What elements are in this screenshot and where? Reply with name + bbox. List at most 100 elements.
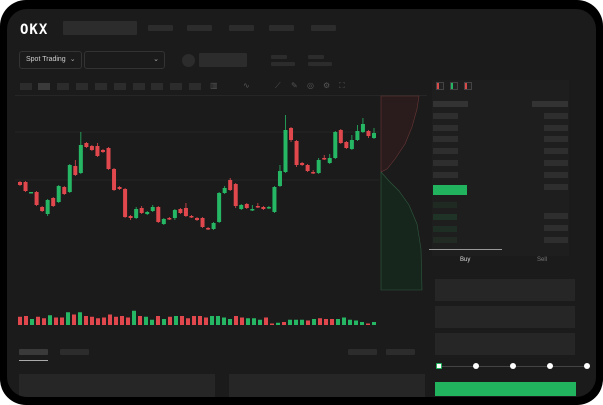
candle-down	[200, 218, 205, 227]
buy-button[interactable]	[435, 382, 576, 396]
volume-bar	[348, 319, 352, 325]
bid-row	[433, 237, 457, 243]
slider-step[interactable]	[547, 363, 553, 369]
line-tool-icon[interactable]: ⟋	[275, 81, 281, 90]
nav-item[interactable]	[311, 25, 336, 31]
orders-panel	[19, 374, 215, 397]
timeframe-button[interactable]	[38, 83, 50, 90]
slider-handle[interactable]	[436, 363, 442, 369]
volume-bar	[306, 320, 310, 325]
volume-bar	[120, 316, 124, 325]
candle-type-icon[interactable]: ▥	[210, 81, 218, 90]
volume-bar	[54, 317, 58, 325]
fullscreen-icon[interactable]: ⛶	[339, 81, 345, 90]
volume-bar	[78, 312, 82, 325]
timeframe-button[interactable]	[57, 83, 69, 90]
timeframe-button[interactable]	[20, 83, 32, 90]
candle-down	[311, 172, 316, 174]
volume-bar	[156, 316, 160, 325]
candle-down	[183, 208, 188, 216]
candle-down	[167, 218, 172, 220]
volume-bar	[18, 316, 22, 325]
pair-name	[199, 53, 247, 67]
indicator-icon[interactable]: ∿	[243, 81, 250, 90]
ask-row	[544, 148, 568, 154]
candle-up	[211, 223, 216, 229]
volume-bar	[360, 322, 364, 325]
volume-bar	[222, 317, 226, 325]
slider-step[interactable]	[584, 363, 590, 369]
assets-panel	[229, 374, 425, 397]
candle-down	[206, 228, 211, 230]
slider-step[interactable]	[510, 363, 516, 369]
volume-bar	[372, 322, 376, 325]
orderbook-asks-icon[interactable]	[464, 82, 472, 90]
bid-row	[544, 237, 568, 243]
timeframe-button[interactable]	[76, 83, 88, 90]
nav-item[interactable]	[187, 25, 212, 31]
candle-up	[277, 171, 282, 186]
chevron-down-icon: ⌄	[69, 56, 76, 63]
candle-up	[172, 210, 177, 218]
volume-bar	[72, 314, 76, 325]
trade-tabs: Buy Sell	[429, 249, 579, 271]
volume-bar	[288, 319, 292, 325]
settings-icon[interactable]: ⚙	[323, 81, 331, 90]
orderbook-both-icon[interactable]	[436, 82, 444, 90]
candle-down	[128, 216, 133, 218]
ask-row	[433, 172, 458, 178]
timeframe-button[interactable]	[151, 83, 163, 90]
filter-button[interactable]	[348, 349, 377, 355]
nav-item[interactable]	[269, 25, 294, 31]
depth-bids	[380, 171, 423, 291]
volume-bar	[84, 316, 88, 325]
orderbook-bids-icon[interactable]	[450, 82, 458, 90]
volume-bar	[330, 319, 334, 325]
tab-sell[interactable]: Sell	[537, 257, 548, 263]
filter-button[interactable]	[386, 349, 415, 355]
stat-value	[271, 62, 295, 66]
market-type-select[interactable]: Spot Trading ⌄	[19, 51, 82, 69]
timeframe-button[interactable]	[133, 83, 145, 90]
candle-down	[366, 131, 371, 136]
candle-down	[233, 184, 238, 206]
nav-item[interactable]	[229, 25, 254, 31]
candle-up	[372, 133, 376, 138]
camera-icon[interactable]: ◎	[307, 81, 314, 90]
candlestick-chart[interactable]	[7, 9, 437, 339]
candle-up	[283, 130, 288, 172]
tab-open-orders[interactable]	[19, 349, 48, 355]
divider	[15, 95, 427, 96]
total-input[interactable]	[435, 333, 575, 355]
timeframe-button[interactable]	[95, 83, 107, 90]
volume-bar	[30, 319, 34, 325]
price-input[interactable]	[435, 279, 575, 301]
candle-up	[45, 200, 50, 214]
candle-down	[300, 163, 305, 165]
ask-row	[433, 125, 458, 131]
volume-bar	[36, 316, 40, 325]
timeframe-button[interactable]	[189, 83, 201, 90]
timeframe-button[interactable]	[114, 83, 126, 90]
timeframe-button[interactable]	[170, 83, 182, 90]
chevron-down-icon: ⌄	[153, 56, 159, 63]
candle-down	[195, 218, 199, 220]
search-box[interactable]	[63, 21, 137, 35]
candle-up	[145, 212, 150, 214]
volume-bar	[282, 322, 286, 325]
okx-logo[interactable]: OKX	[20, 22, 49, 38]
ruler-icon[interactable]: ✎	[291, 81, 298, 90]
candle-down	[34, 192, 39, 205]
amount-input[interactable]	[435, 306, 575, 328]
volume-bar	[102, 317, 106, 325]
pair-select[interactable]: ⌄	[84, 51, 165, 69]
slider-step[interactable]	[473, 363, 479, 369]
volume-bar	[264, 317, 268, 325]
tab-order-history[interactable]	[60, 349, 89, 355]
candle-up	[29, 192, 34, 194]
candle-down	[338, 130, 343, 143]
nav-item[interactable]	[148, 25, 173, 31]
volume-bar	[24, 316, 28, 325]
tab-buy[interactable]: Buy	[460, 257, 471, 263]
candle-up	[316, 160, 321, 173]
